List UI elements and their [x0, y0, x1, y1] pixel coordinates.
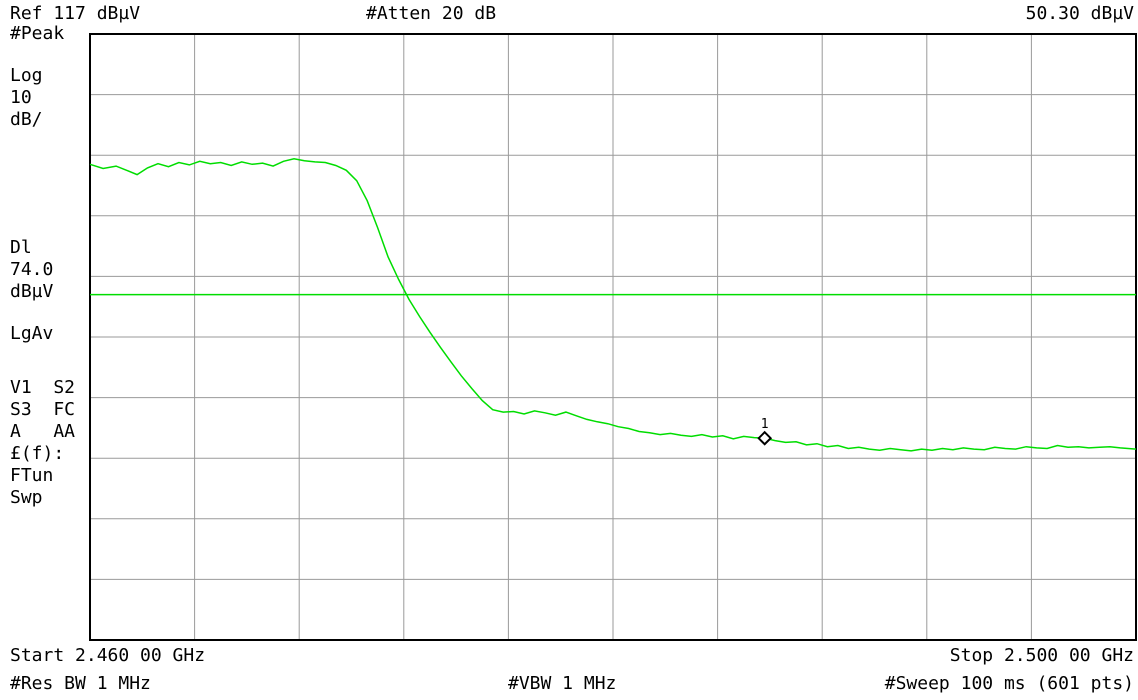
marker-1: 1 [757, 417, 773, 446]
plot-frame [89, 33, 1137, 641]
scale-unit-label: dB/ [10, 109, 43, 130]
plot-grid [90, 34, 1136, 640]
marker-label: 1 [761, 417, 769, 432]
marker-diamond-icon [757, 430, 773, 446]
display-line-label: Dl [10, 237, 32, 258]
average-mode-label: LgAv [10, 323, 54, 344]
detector-label: #Peak [10, 23, 65, 44]
start-frequency: Start 2.460 00 GHz [10, 645, 206, 666]
marker-readout: 50.30 dBµV [1025, 3, 1134, 24]
rbw-label: #Res BW 1 MHz [10, 673, 151, 694]
display-line-value: 74.0 [10, 259, 54, 280]
ref-level-label: Ref 117 dBµV [10, 3, 141, 24]
scale-type-label: Log [10, 65, 43, 86]
stop-frequency: Stop 2.500 00 GHz [949, 645, 1134, 666]
trace-status-row-1: V1 S2 [10, 377, 76, 398]
vbw-label: #VBW 1 MHz [508, 673, 617, 694]
scale-value-label: 10 [10, 87, 32, 108]
trace-status-row-2: S3 FC [10, 399, 76, 420]
display-line-unit: dBµV [10, 281, 54, 302]
trace-status-row-3: A AA [10, 421, 76, 442]
sweep-label: Swp [10, 487, 43, 508]
attenuation-label: #Atten 20 dB [366, 3, 497, 24]
ftun-label: FTun [10, 465, 54, 486]
function-label: £(f): [10, 443, 65, 464]
sweep-time-label: #Sweep 100 ms (601 pts) [884, 673, 1134, 694]
trace-line [89, 158, 1137, 452]
